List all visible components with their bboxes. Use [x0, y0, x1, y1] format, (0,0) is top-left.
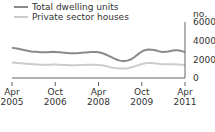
svg-text:Apr2005: Apr2005	[8, 87, 23, 107]
html-text:no.: no.	[193, 9, 207, 19]
svg-text:0: 0	[193, 73, 199, 83]
svg-text:Apr2011: Apr2011	[174, 87, 197, 107]
svg-text:4000: 4000	[193, 36, 207, 46]
svg-text:Apr2008: Apr2008	[87, 87, 110, 107]
svg-text:Oct2006: Oct2006	[44, 87, 67, 107]
html-text:Total dwelling units: Total dwelling units	[32, 2, 119, 12]
html-text:Private sector houses: Private sector houses	[32, 12, 129, 22]
svg-text:2000: 2000	[193, 55, 207, 65]
svg-text:Oct2009: Oct2009	[130, 87, 153, 107]
